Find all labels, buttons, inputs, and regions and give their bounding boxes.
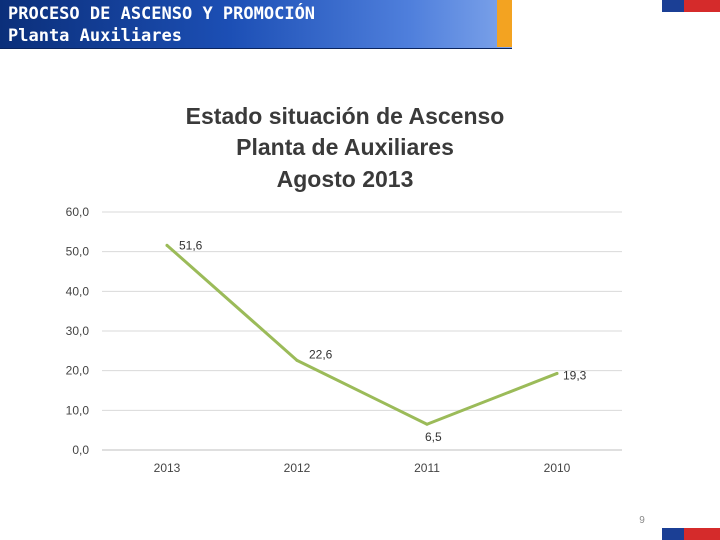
chart-title-line-3: Agosto 2013: [277, 166, 414, 192]
x-tick-label: 2011: [414, 461, 440, 475]
slide-title: PROCESO DE ASCENSO Y PROMOCIÓN: [8, 4, 316, 24]
flag-blue-stripe: [662, 0, 684, 12]
slide-subtitle: Planta Auxiliares: [8, 26, 182, 46]
data-label: 51,6: [179, 238, 203, 252]
x-tick-label: 2013: [154, 461, 181, 475]
series-group: [165, 243, 559, 426]
x-axis-tick-labels: 2013 2012 2011 2010: [154, 461, 571, 475]
y-tick-label: 0,0: [72, 443, 89, 457]
data-label: 22,6: [309, 347, 333, 361]
flag-red-stripe: [684, 0, 720, 12]
flag-red-stripe: [684, 528, 720, 540]
series-line: [165, 243, 559, 426]
y-tick-label: 20,0: [66, 364, 90, 378]
y-tick-label: 40,0: [66, 284, 90, 298]
x-tick-label: 2012: [284, 461, 311, 475]
data-label: 6,5: [425, 430, 442, 444]
x-tick-label: 2010: [544, 461, 571, 475]
header-accent-bar: [497, 0, 512, 47]
flag-logo-bottom: [662, 528, 720, 540]
y-tick-label: 60,0: [66, 205, 90, 219]
y-tick-label: 10,0: [66, 403, 90, 417]
data-point: [555, 371, 559, 375]
data-point: [295, 358, 299, 362]
data-point: [425, 422, 429, 426]
data-point: [165, 243, 169, 247]
chart-title-line-1: Estado situación de Ascenso: [186, 103, 505, 129]
data-label: 19,3: [563, 368, 587, 382]
y-tick-label: 50,0: [66, 245, 90, 259]
chart-title-line-2: Planta de Auxiliares: [236, 134, 454, 160]
data-labels: 51,6 22,6 6,5 19,3: [179, 238, 587, 444]
header-banner: PROCESO DE ASCENSO Y PROMOCIÓN Planta Au…: [0, 0, 512, 49]
page-number: 9: [639, 515, 645, 526]
y-axis-tick-labels: 0,0 10,0 20,0 30,0 40,0 50,0 60,0: [66, 205, 90, 457]
flag-logo-top: [662, 0, 720, 12]
flag-blue-stripe: [662, 528, 684, 540]
chart-title: Estado situación de Ascenso Planta de Au…: [186, 103, 505, 192]
chart-gridlines: [102, 211, 622, 451]
y-tick-label: 30,0: [66, 324, 90, 338]
